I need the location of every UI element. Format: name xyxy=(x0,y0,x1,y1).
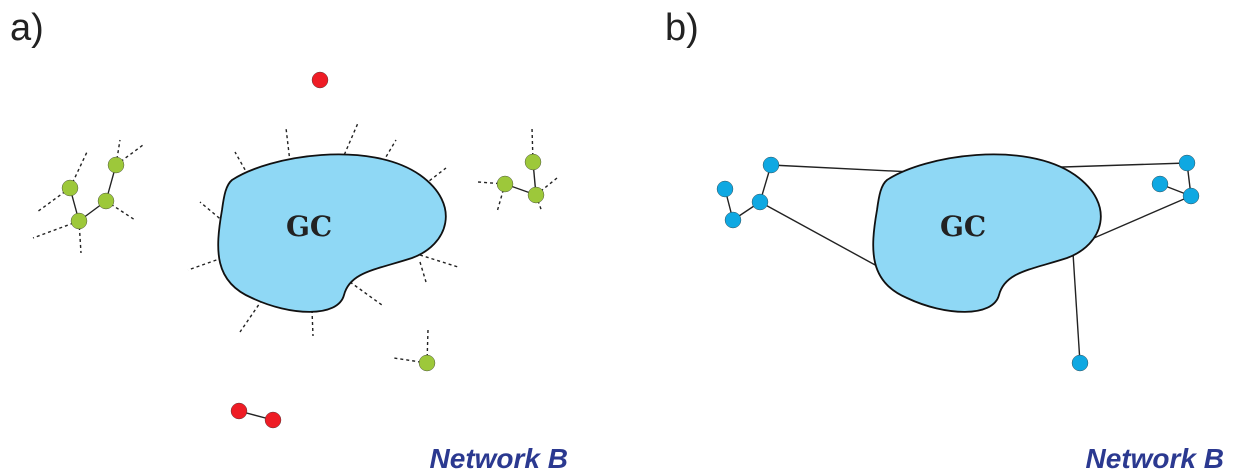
node xyxy=(97,192,115,210)
node xyxy=(762,156,780,174)
node xyxy=(496,175,514,193)
node xyxy=(61,179,79,197)
panel-b: b) GC N xyxy=(665,7,1224,474)
cluster-a-right xyxy=(477,127,558,213)
node xyxy=(1182,187,1200,205)
panel-a: a) GC xyxy=(10,7,568,474)
gc-a-blob xyxy=(217,153,447,313)
cluster-a-left xyxy=(32,139,144,254)
isolated-node xyxy=(230,402,248,420)
node xyxy=(70,212,88,230)
cluster-b-right xyxy=(1151,154,1200,205)
gc-b-label: GC xyxy=(940,210,986,243)
isolated-a xyxy=(230,71,329,429)
node xyxy=(418,354,436,372)
panel-b-caption: Network B xyxy=(1086,443,1224,474)
node xyxy=(1178,154,1196,172)
isolated-node xyxy=(264,411,282,429)
panel-a-label: a) xyxy=(10,7,44,49)
cluster-a-single xyxy=(393,329,436,372)
isolated-node xyxy=(311,71,329,89)
gc-b-blob xyxy=(872,153,1102,313)
node xyxy=(527,186,545,204)
node xyxy=(716,180,734,198)
node xyxy=(724,211,742,229)
node xyxy=(524,153,542,171)
panel-a-caption: Network B xyxy=(430,443,568,474)
node xyxy=(751,193,769,211)
panel-b-label: b) xyxy=(665,7,699,49)
node xyxy=(1151,175,1169,193)
node xyxy=(1071,354,1089,372)
gc-a-label: GC xyxy=(286,210,332,243)
gc-b-links xyxy=(759,162,1192,364)
cluster-b-left xyxy=(716,156,780,229)
node xyxy=(107,156,125,174)
